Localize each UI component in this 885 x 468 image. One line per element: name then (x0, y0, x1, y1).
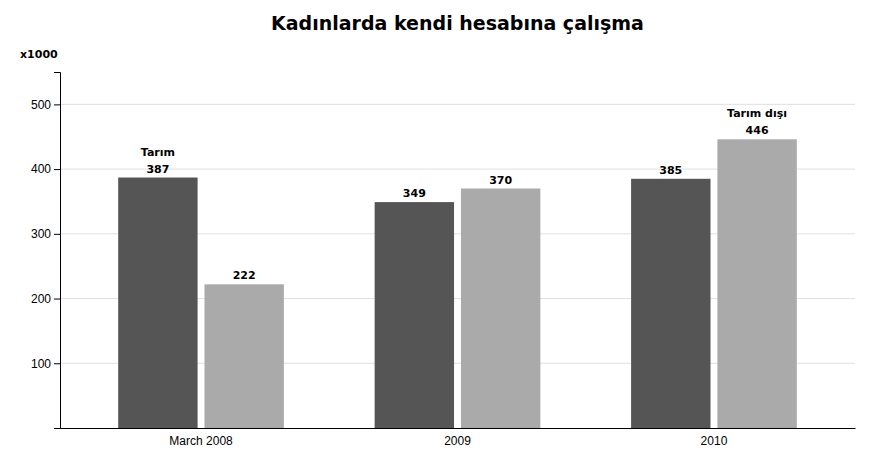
data-label: 446 (746, 124, 769, 137)
tick-label: 500 (31, 98, 51, 112)
tick: 300 (31, 227, 60, 241)
bars (118, 139, 797, 428)
y-axis-label: x1000 (20, 48, 58, 61)
tick-label: 400 (31, 162, 51, 176)
axis-line (54, 73, 61, 429)
tick-label: March 2008 (169, 434, 233, 448)
bar (631, 179, 710, 428)
tick-mark (54, 169, 60, 170)
series-labels: Tarım Tarım dışı (141, 107, 787, 158)
series-label: Tarım dışı (727, 107, 787, 120)
tick: 2010 (701, 434, 728, 448)
tick-mark (54, 104, 60, 105)
tick-label: 300 (31, 227, 51, 241)
tick-mark (54, 234, 60, 235)
tick-mark (54, 363, 60, 364)
tick: 200 (31, 292, 60, 306)
bar (717, 139, 796, 428)
tick: 100 (31, 357, 60, 371)
y-axis: 100 200 300 400 500 (31, 73, 61, 429)
data-label: 387 (146, 163, 169, 176)
series-label: Tarım (141, 146, 175, 159)
tick: March 2008 (169, 434, 233, 448)
axis-line (61, 428, 856, 429)
x-axis: March 2008 2009 2010 (61, 429, 856, 448)
data-label: 370 (489, 174, 512, 187)
tick: 500 (31, 98, 60, 112)
data-labels: 387 349 385 222 370 446 (146, 124, 769, 282)
data-label: 385 (659, 164, 682, 177)
chart: 100200300400500March 2008200920103873493… (0, 0, 885, 468)
grid-line (60, 104, 855, 105)
tick-label: 2010 (701, 434, 728, 448)
tick-label: 2009 (444, 434, 471, 448)
tick: 400 (31, 162, 60, 176)
bar (205, 284, 284, 428)
data-label: 222 (233, 269, 256, 282)
bar (461, 189, 540, 428)
tick-label: 200 (31, 292, 51, 306)
data-label: 349 (403, 187, 426, 200)
bar (118, 178, 197, 428)
tick-mark (54, 299, 60, 300)
bar (375, 202, 454, 428)
tick: 2009 (444, 434, 471, 448)
tick-label: 100 (31, 357, 51, 371)
title: Kadınlarda kendi hesabına çalışma (271, 12, 644, 34)
